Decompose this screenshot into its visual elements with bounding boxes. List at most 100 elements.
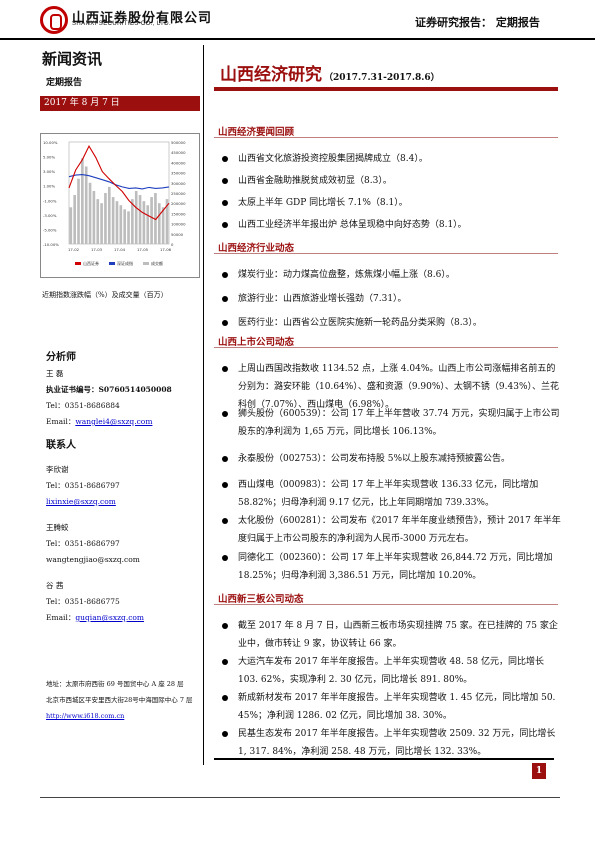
bullet-item: 同德化工（002360）：公司 17 年上半年实现营收 26,844.72 万元… (222, 549, 562, 585)
bullet-text: 山西省金融助推脱贫成效初显（8.3）。 (238, 176, 392, 186)
volume-bar (84, 166, 88, 244)
email-label: Email： (46, 417, 76, 426)
volume-bar (100, 203, 103, 244)
y-right-tick: 150000 (171, 211, 186, 216)
y-right-tick: 50000 (171, 232, 184, 237)
y-right-tick: 500000 (171, 140, 186, 145)
volume-bar (127, 211, 130, 244)
section-rule (214, 347, 558, 348)
volume-bar (77, 178, 80, 244)
bullet-item: 永泰股份（002753）：公司发布持股 5%以上股东减持预披露公告。 (222, 450, 562, 468)
bullet-item: 煤炭行业：动力煤高位盘整，炼焦煤小幅上涨（8.6）。 (222, 266, 562, 284)
volume-bar (69, 207, 73, 244)
bullet-icon (222, 272, 228, 278)
contact-email-link[interactable]: lixinxie@sxzq.com (46, 497, 116, 506)
bullet-item: 上周山西国改指数收 1134.52 点，上涨 4.04%。山西上市公司涨幅排名前… (222, 360, 562, 414)
volume-bar (81, 158, 84, 244)
bullet-text: 大运汽车发布 2017 年半年度报告。上半年实现营收 48. 58 亿元，同比增… (238, 657, 544, 685)
subsection-title: 定期报告 (46, 78, 83, 88)
bullet-item: 民基生态发布 2017 年半年度报告。上半年实现营收 2509. 32 万元，同… (222, 725, 562, 761)
bullet-text: 民基生态发布 2017 年半年度报告。上半年实现营收 2509. 32 万元，同… (238, 729, 556, 757)
website-link[interactable]: http://www.i618.com.cn (46, 712, 125, 720)
volume-bar (119, 205, 123, 244)
section-title: 新闻资讯 (42, 50, 103, 68)
report-type: 证券研究报告： 定期报告 (415, 16, 540, 29)
y-left-tick: 1.00% (43, 184, 55, 189)
plot-area (68, 141, 170, 245)
analyst-license: 执业证书编号：S0760514050008 (46, 382, 196, 398)
bullet-icon (222, 178, 228, 184)
bullet-icon (222, 320, 228, 326)
main-title-text: 山西经济研究 (220, 65, 322, 85)
company-name-en: SHANXI SECURITIES CO., LTD. (72, 21, 172, 27)
x-tick: 17-06 (160, 247, 172, 252)
date-range: （2017.7.31-2017.8.6） (324, 73, 440, 83)
bullet-item: 医药行业：山西省公立医院实施新一轮药品分类采购（8.3）。 (222, 314, 562, 332)
volume-bar (88, 182, 92, 244)
legend-label: 深证成指 (117, 260, 133, 266)
analyst-name: 王 磊 (46, 369, 64, 378)
contact-tel: Tel：0351-8686775 (46, 597, 120, 606)
main-title: 山西经济研究 （2017.7.31-2017.8.6） (220, 60, 440, 85)
legend-label: 山西证券 (83, 260, 99, 266)
y-left-tick: -5.00% (43, 227, 57, 232)
index-chart: 10.00% 5.00% 3.00% 1.00% -1.00% -3.00% -5.00% -… (40, 133, 200, 278)
y-right-tick: 350000 (171, 171, 186, 176)
y-left-tick: 3.00% (43, 169, 55, 174)
section-heading: 山西新三板公司动态 (218, 594, 304, 605)
chart-caption: 近期指数涨跌幅（%）及成交量（百万） (42, 291, 168, 299)
header-divider (0, 38, 595, 40)
bullet-icon (222, 623, 228, 629)
bullet-icon (222, 482, 228, 488)
section-heading: 山西经济要闻回顾 (218, 127, 295, 138)
page-number: 1 (532, 763, 546, 779)
contacts-heading: 联系人 (46, 440, 76, 451)
analyst-tel: Tel：0351-8686884 (46, 401, 120, 410)
bullet-text: 山西省文化旅游投资控股集团揭牌成立（8.4）。 (238, 154, 428, 164)
bullet-icon (222, 731, 228, 737)
y-right-tick: 200000 (171, 201, 186, 206)
bullet-icon (222, 555, 228, 561)
address-block: 地址：太原市府西街 69 号国贸中心 A 座 28 层 北京市西城区平安里西大街… (46, 676, 201, 724)
analyst-heading: 分析师 (46, 352, 76, 363)
page-bottom-rule (214, 758, 554, 760)
section-heading: 山西经济行业动态 (218, 243, 295, 254)
license-label: 执业证书编号： (46, 385, 99, 394)
bullet-item: 太原上半年 GDP 同比增长 7.1%（8.1）。 (222, 194, 562, 212)
bullet-icon (222, 518, 228, 524)
y-left-tick: -3.00% (43, 213, 57, 218)
bullet-text: 同德化工（002360）：公司 17 年上半年实现营收 26,844.72 万元… (238, 553, 553, 581)
bullet-text: 山西工业经济半年报出炉 总体呈现稳中向好态势（8.1）。 (238, 220, 467, 230)
volume-bar (73, 195, 76, 244)
bullet-text: 新成新材发布 2017 年半年度报告。上半年实现营收 1. 45 亿元，同比增加… (238, 693, 556, 721)
volume-bar (92, 190, 96, 244)
legend-swatch (75, 262, 81, 265)
bullet-icon (222, 411, 228, 417)
bullet-item: 新成新材发布 2017 年半年度报告。上半年实现营收 1. 45 亿元，同比增加… (222, 689, 562, 725)
analyst-block: 分析师 王 磊 执业证书编号：S0760514050008 Tel：0351-8… (46, 350, 196, 626)
bullet-text: 狮头股份（600539）：公司 17 年上半年营收 37.74 万元，实现归属于… (238, 409, 560, 437)
section-rule (214, 137, 558, 138)
legend-swatch (143, 262, 149, 265)
volume-bar (123, 209, 126, 244)
contact-name: 谷 茜 (46, 581, 64, 590)
contact-email-link[interactable]: guqian@sxzq.com (75, 613, 145, 622)
x-tick: 17-02 (68, 247, 80, 252)
footer-divider (40, 797, 560, 798)
column-divider (203, 45, 204, 765)
volume-bar (150, 197, 153, 244)
bullet-text: 西山煤电（000983）：公司 17 年上半年实现营收 136.33 亿元，同比… (238, 480, 539, 508)
bullet-icon (222, 366, 228, 372)
address-line: 北京市西城区平安里西大街28号中海国际中心 7 层 (46, 696, 193, 704)
y-right-tick: 450000 (171, 150, 186, 155)
legend-label: 成交额 (151, 260, 163, 266)
bullet-item: 旅游行业：山西旅游业增长强劲（7.31）。 (222, 290, 562, 308)
bullet-item: 狮头股份（600539）：公司 17 年上半年营收 37.74 万元，实现归属于… (222, 405, 562, 441)
license-number: S0760514050008 (98, 385, 172, 394)
bullet-item: 山西省金融助推脱贫成效初显（8.3）。 (222, 172, 562, 190)
address-line: 地址：太原市府西街 69 号国贸中心 A 座 28 层 (46, 680, 184, 688)
contact-tel: Tel：0351-8686797 (46, 481, 120, 490)
series-line (68, 144, 170, 221)
analyst-email-link[interactable]: wanglei4@sxzq.com (75, 417, 153, 426)
x-tick: 17-04 (114, 247, 126, 252)
